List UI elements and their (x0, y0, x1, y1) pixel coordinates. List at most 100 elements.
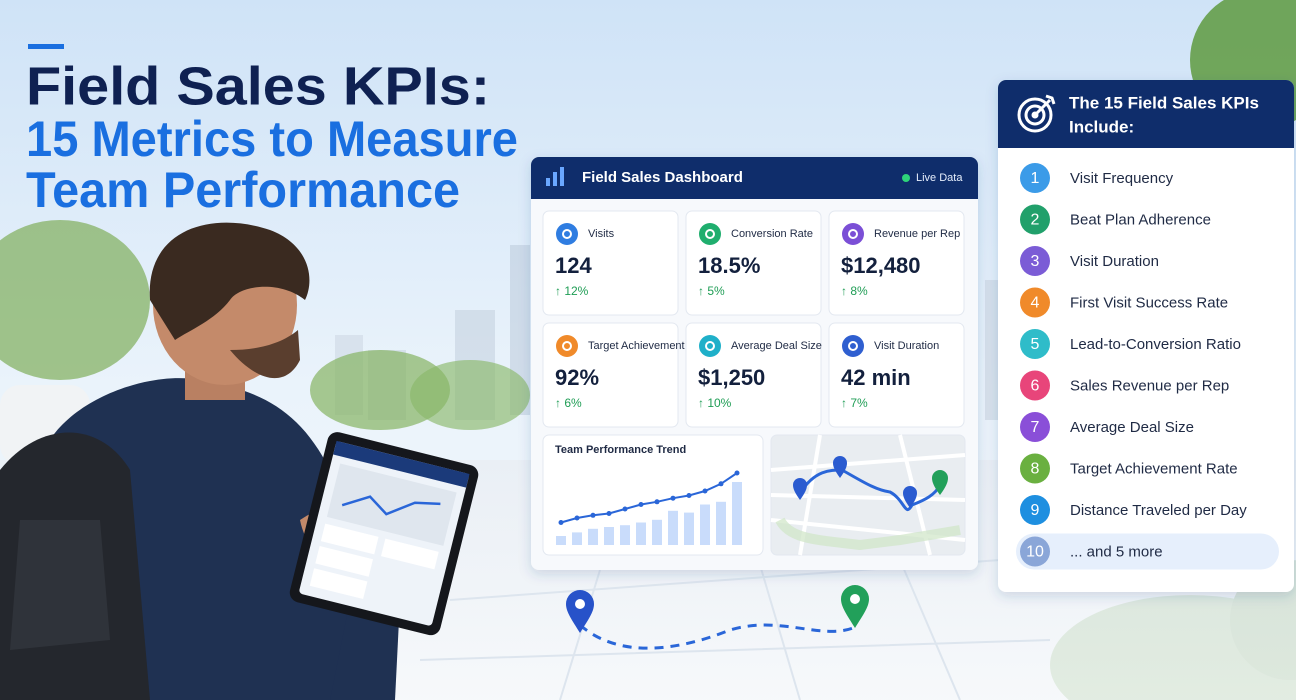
pin-start (566, 590, 594, 633)
list-title: The 15 Field Sales KPIs (1069, 93, 1259, 112)
item-number: 9 (1031, 502, 1040, 519)
item-number: 6 (1031, 378, 1040, 395)
trend-point (558, 520, 564, 525)
kpi-value: 42 min (841, 365, 911, 390)
kpi-icon (842, 223, 864, 245)
item-badge (1020, 453, 1050, 484)
pin-end (841, 585, 869, 628)
list-header (998, 80, 1294, 148)
item-text: Average Deal Size (1070, 419, 1194, 436)
item-badge (1020, 329, 1050, 359)
trend-bar (652, 519, 662, 545)
item-text: Visit Duration (1070, 253, 1159, 270)
trend-bar (604, 527, 614, 545)
kpi-icon (556, 223, 578, 245)
kpi-items: 1 Visit Frequency 2 Beat Plan Adherence 3 Vis… (1016, 163, 1279, 570)
trend-bar (572, 532, 582, 545)
kpi-change: ↑ 8% (841, 284, 868, 298)
item-badge (1020, 246, 1050, 276)
kpi-cards: Visits 124 ↑ 12% Conversion Rate 18.5% ↑ 5% Re… (542, 210, 965, 428)
list-title: Include: (1069, 117, 1134, 136)
list-panel (998, 80, 1294, 592)
target-icon (1017, 94, 1056, 133)
trend-chart (556, 470, 742, 545)
kpi-icon (699, 335, 721, 357)
trend-point (574, 515, 580, 521)
trend-point (654, 499, 660, 505)
item-number: 2 (1031, 212, 1040, 229)
item-number: 4 (1031, 295, 1040, 312)
live-dot (902, 174, 910, 182)
item-text: Visit Frequency (1070, 170, 1174, 187)
trend-point (622, 506, 628, 512)
map-card (770, 434, 966, 556)
item-badge (1020, 204, 1050, 235)
trend-point (606, 511, 612, 516)
trend-line (560, 472, 738, 524)
trend-bar (620, 525, 630, 545)
item-text: Beat Plan Adherence (1070, 211, 1211, 228)
item-badge (1020, 412, 1050, 442)
item-number: 7 (1031, 419, 1040, 436)
trend-point (686, 493, 692, 498)
dashboard-icon (546, 167, 564, 186)
item-badge (1020, 287, 1050, 318)
trend-bar (700, 504, 710, 545)
kpi-label: Revenue per Rep (874, 228, 960, 240)
item-number: 5 (1031, 336, 1040, 353)
dashboard-header (531, 157, 978, 199)
trend-bar (556, 536, 566, 545)
trend-point (734, 470, 740, 476)
item-text: Sales Revenue per Rep (1070, 377, 1229, 394)
trend-bar (732, 482, 742, 545)
item-number: 8 (1031, 461, 1040, 478)
item-text: Lead-to-Conversion Ratio (1070, 336, 1241, 353)
kpi-label: Average Deal Size (731, 340, 822, 352)
item-number: 10 (1026, 544, 1044, 561)
kpi-icon (842, 335, 864, 357)
item-badge (1020, 163, 1050, 193)
trend-bar (588, 528, 598, 545)
kpi-icon-glyph (705, 229, 715, 239)
kpi-icon-glyph (562, 341, 572, 351)
kpi-icon-glyph (848, 341, 858, 351)
item-number: 1 (1031, 170, 1040, 187)
trend-point (718, 481, 724, 487)
item-number: 3 (1031, 253, 1040, 270)
kpi-icon (699, 223, 721, 245)
kpi-label: Target Achievement (588, 340, 685, 352)
trend-point (590, 512, 596, 518)
tablet (289, 432, 479, 636)
trend-point (638, 502, 644, 507)
kpi-change: ↑ 10% (698, 396, 732, 410)
dashboard: Field Sales Dashboard Live Data Visits 12… (531, 157, 978, 570)
kpi-value: 18.5% (698, 253, 760, 278)
live-status: Live Data (916, 172, 963, 184)
accent-bar (28, 44, 64, 49)
kpi-value: 92% (555, 365, 599, 390)
kpi-change: ↑ 6% (555, 396, 582, 410)
item-text: First Visit Success Rate (1070, 294, 1228, 311)
kpi-change: ↑ 5% (698, 284, 725, 298)
kpi-change: ↑ 7% (841, 396, 868, 410)
dashboard-title: Field Sales Dashboard (582, 169, 743, 186)
kpi-value: $1,250 (698, 365, 765, 390)
trend-bar (684, 512, 694, 545)
trend-title: Team Performance Trend (555, 444, 686, 456)
more-row (1016, 533, 1279, 570)
kpi-value: 124 (555, 253, 592, 278)
ground-map (419, 559, 1051, 700)
kpi-icon-glyph (562, 229, 572, 239)
kpi-icon-glyph (705, 341, 715, 351)
kpi-value: $12,480 (841, 253, 921, 278)
kpi-label: Visits (588, 228, 615, 240)
headline: Team Performance (26, 162, 460, 218)
trend-bar (668, 510, 678, 545)
route (579, 623, 854, 650)
kpi-list: The 15 Field Sales KPIs Include: 1 Visit … (998, 80, 1294, 592)
headline: 15 Metrics to Measure (26, 111, 518, 167)
trend-bar (636, 522, 646, 545)
kpi-change: ↑ 12% (555, 284, 589, 298)
item-badge (1020, 536, 1050, 567)
